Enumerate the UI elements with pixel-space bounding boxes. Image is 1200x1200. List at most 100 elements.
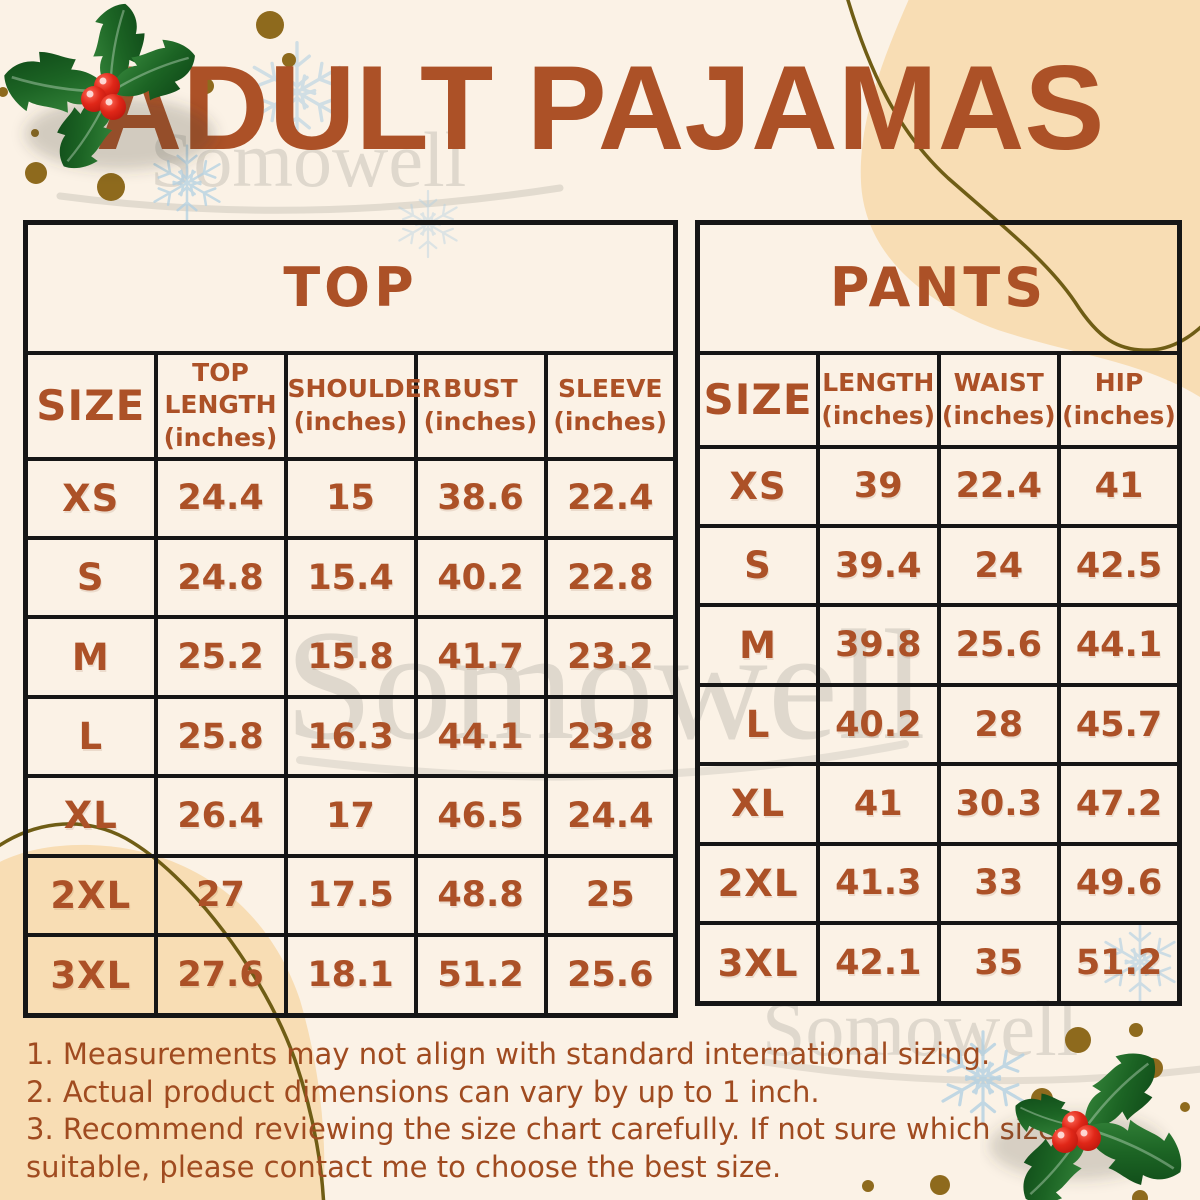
measurement-cell: 33 — [936, 841, 1061, 926]
size-row: XL 41 30.3 47.2 — [695, 762, 1182, 846]
column-header: LENGTH (inches) — [816, 350, 941, 449]
measurement-cell: 25.6 — [543, 933, 678, 1018]
table-title: PANTS — [695, 220, 1182, 355]
table-header-row: SIZE TOP LENGTH (inches) SHOULDER (inches) BU… — [23, 350, 678, 461]
size-label-cell: M — [695, 603, 820, 687]
column-unit: (inches) — [293, 406, 408, 436]
gold-dot-icon — [1065, 1027, 1091, 1053]
measurement-cell: 49.6 — [1057, 841, 1182, 926]
column-label: TOP LENGTH — [164, 357, 277, 420]
column-header: SLEEVE (inches) — [543, 350, 678, 461]
measurement-cell: 25.2 — [153, 615, 288, 699]
size-row: XL 26.4 17 46.5 24.4 — [23, 774, 678, 858]
column-unit: (inches) — [553, 406, 668, 436]
column-label: SLEEVE — [557, 374, 663, 403]
size-label-cell: 3XL — [695, 921, 820, 1006]
size-row: S 39.4 24 42.5 — [695, 523, 1182, 608]
measurement-cell: 41.7 — [413, 615, 548, 699]
measurement-cell: 42.5 — [1057, 523, 1182, 608]
measurement-cell: 30.3 — [936, 762, 1061, 846]
gold-dot-icon — [0, 87, 8, 97]
gold-dots — [0, 11, 1190, 1200]
gold-dot-icon — [1129, 1023, 1143, 1037]
measurement-cell: 51.2 — [413, 933, 548, 1018]
size-label-cell: XL — [695, 762, 820, 846]
notes: 1. Measurements may not align with stand… — [26, 1036, 1186, 1186]
column-label: BUST — [443, 374, 518, 403]
size-label-cell: XS — [23, 456, 158, 540]
measurement-cell: 17.5 — [283, 853, 418, 938]
measurement-cell: 39.4 — [816, 523, 941, 608]
measurement-cell: 24.4 — [153, 456, 288, 540]
measurement-cell: 22.8 — [543, 535, 678, 620]
column-header: SIZE — [695, 350, 820, 449]
measurement-cell: 27.6 — [153, 933, 288, 1018]
gold-dot-icon — [930, 1175, 950, 1195]
measurement-cell: 18.1 — [283, 933, 418, 1018]
measurement-cell: 45.7 — [1057, 682, 1182, 767]
size-row: XS 39 22.4 41 — [695, 444, 1182, 528]
size-row: XS 24.4 15 38.6 22.4 — [23, 456, 678, 540]
size-row: 2XL 27 17.5 48.8 25 — [23, 853, 678, 938]
gold-dot-icon — [1180, 1102, 1190, 1112]
column-header: WAIST (inches) — [936, 350, 1061, 449]
measurement-cell: 27 — [153, 853, 288, 938]
measurement-cell: 25 — [543, 853, 678, 938]
size-row: S 24.8 15.4 40.2 22.8 — [23, 535, 678, 620]
measurement-cell: 25.6 — [936, 603, 1061, 687]
gold-dot-icon — [97, 173, 125, 201]
size-label-cell: XS — [695, 444, 820, 528]
measurement-cell: 26.4 — [153, 774, 288, 858]
size-row: 2XL 41.3 33 49.6 — [695, 841, 1182, 926]
size-label-cell: 2XL — [23, 853, 158, 938]
column-label: SHOULDER — [287, 374, 442, 403]
size-row: L 25.8 16.3 44.1 23.8 — [23, 694, 678, 779]
pants-size-table: PANTS SIZE LENGTH (inches) WAIST (inches) HIP… — [695, 220, 1182, 1006]
table-title-row: PANTS — [695, 220, 1182, 355]
measurement-cell: 24.4 — [543, 774, 678, 858]
measurement-cell: 40.2 — [413, 535, 548, 620]
column-unit: (inches) — [163, 422, 278, 452]
size-label-cell: L — [23, 694, 158, 779]
measurement-cell: 24.8 — [153, 535, 288, 620]
column-label: LENGTH — [822, 368, 935, 397]
note-line: 2. Actual product dimensions can vary by… — [26, 1074, 820, 1109]
table-title: TOP — [23, 220, 678, 355]
size-row: 3XL 42.1 35 51.2 — [695, 921, 1182, 1006]
measurement-cell: 24 — [936, 523, 1061, 608]
measurement-cell: 48.8 — [413, 853, 548, 938]
measurement-cell: 15 — [283, 456, 418, 540]
note-line: suitable, please contact me to choose th… — [26, 1149, 782, 1184]
gold-dot-icon — [198, 78, 214, 94]
size-row: 3XL 27.6 18.1 51.2 25.6 — [23, 933, 678, 1018]
column-label: SIZE — [703, 375, 813, 424]
measurement-cell: 25.8 — [153, 694, 288, 779]
size-row: M 25.2 15.8 41.7 23.2 — [23, 615, 678, 699]
size-label-cell: M — [23, 615, 158, 699]
measurement-cell: 46.5 — [413, 774, 548, 858]
column-header: HIP (inches) — [1057, 350, 1182, 449]
measurement-cell: 39.8 — [816, 603, 941, 687]
gold-dot-icon — [862, 1180, 874, 1192]
size-label-cell: XL — [23, 774, 158, 858]
swoosh-underline — [56, 184, 564, 214]
measurement-cell: 44.1 — [1057, 603, 1182, 687]
measurement-cell: 22.4 — [936, 444, 1061, 528]
column-unit: (inches) — [1062, 400, 1176, 430]
gold-dot-icon — [282, 53, 296, 67]
column-unit: (inches) — [423, 406, 538, 436]
gold-dot-icon — [25, 162, 47, 184]
column-header: SHOULDER (inches) — [283, 350, 442, 461]
measurement-cell: 35 — [936, 921, 1061, 1006]
page-title: ADULT PAJAMAS — [95, 41, 1105, 175]
measurement-cell: 41 — [816, 762, 941, 846]
top-size-table: TOP SIZE TOP LENGTH (inches) SHOULDER (inche… — [23, 220, 678, 1018]
size-label-cell: 2XL — [695, 841, 820, 926]
measurement-cell: 16.3 — [283, 694, 418, 779]
measurement-cell: 41 — [1057, 444, 1182, 528]
measurement-cell: 51.2 — [1057, 921, 1182, 1006]
column-label: SIZE — [36, 381, 146, 430]
note-line: 1. Measurements may not align with stand… — [26, 1037, 991, 1071]
size-label-cell: S — [23, 535, 158, 620]
